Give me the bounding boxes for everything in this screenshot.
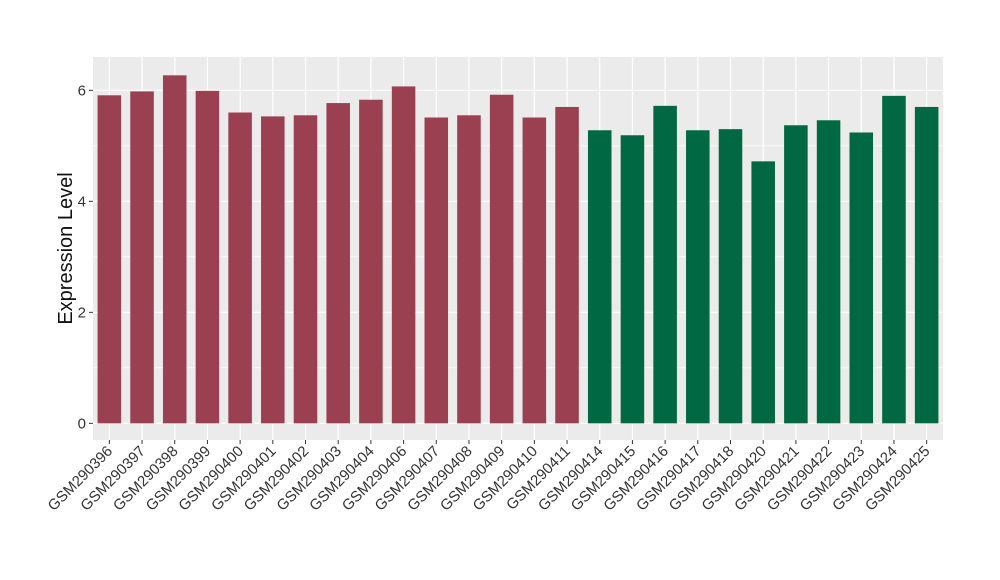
bar	[457, 115, 481, 424]
bar	[162, 75, 187, 424]
x-axis: GSM290396GSM290397GSM290398GSM290399GSM2…	[45, 440, 933, 514]
bar	[228, 112, 252, 424]
bar	[489, 94, 514, 424]
bar	[653, 105, 677, 424]
bar	[293, 115, 318, 424]
bar	[620, 135, 645, 424]
bar	[816, 120, 841, 424]
bar	[784, 125, 808, 424]
bar	[522, 117, 547, 424]
bars	[97, 75, 939, 424]
bar	[882, 95, 906, 424]
bar	[718, 129, 743, 424]
bar	[914, 106, 939, 424]
y-tick-label: 0	[78, 415, 86, 432]
bar	[359, 99, 383, 424]
y-tick-label: 2	[78, 304, 86, 321]
bar	[130, 91, 154, 424]
bar	[97, 95, 122, 424]
bar	[555, 106, 579, 424]
bar	[195, 90, 220, 424]
bar	[391, 86, 416, 424]
bar	[587, 130, 612, 424]
bar	[261, 116, 285, 424]
y-axis-title: Expression Level	[55, 172, 77, 324]
y-tick-label: 6	[78, 82, 86, 99]
bar	[751, 161, 775, 424]
plot-panel	[93, 57, 943, 440]
bar	[686, 130, 710, 424]
bar	[849, 132, 874, 424]
bar	[424, 117, 449, 424]
y-tick-label: 4	[78, 193, 86, 210]
bar	[326, 103, 350, 424]
y-axis: 0 2 4 6	[78, 82, 93, 432]
